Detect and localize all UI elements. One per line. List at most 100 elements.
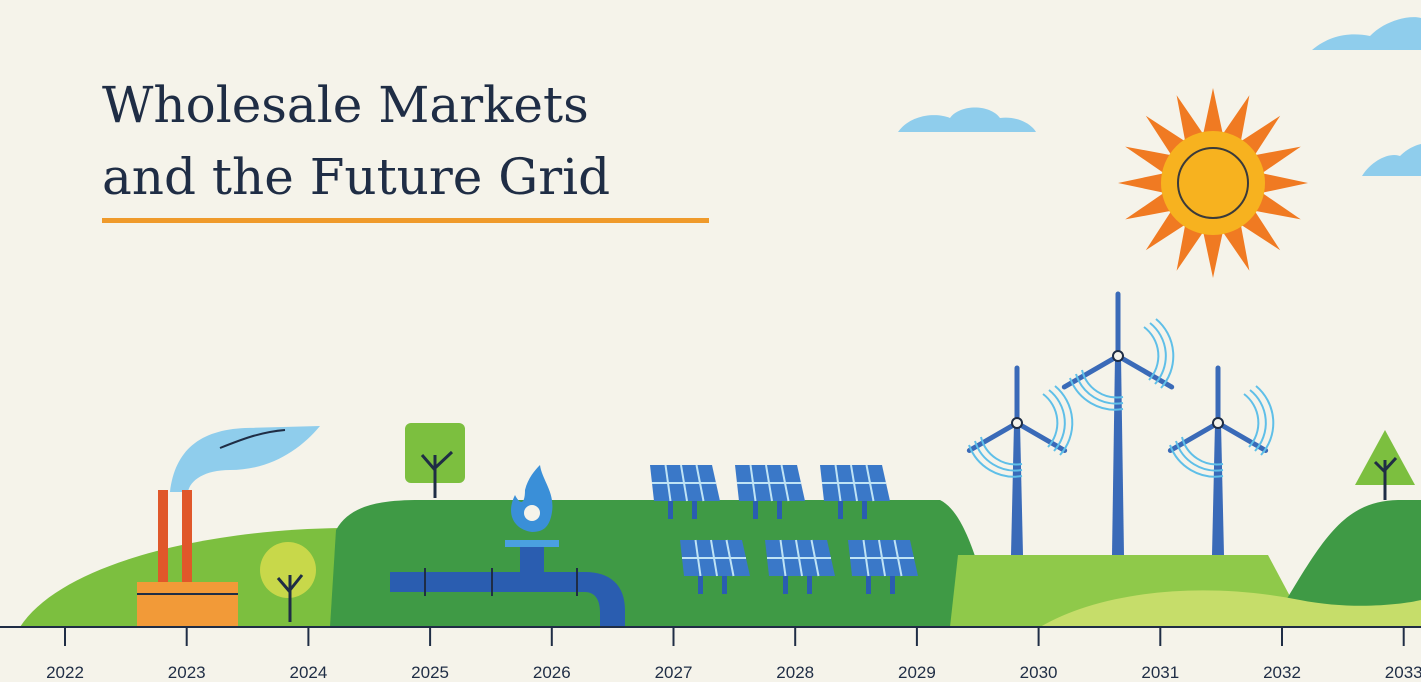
tree-crown: [405, 423, 465, 483]
valve: [520, 545, 544, 573]
solar-panel: [650, 464, 720, 519]
meadow: [1040, 590, 1421, 627]
wind-arc: [1175, 440, 1224, 472]
wind-arc: [974, 440, 1023, 472]
panel-leg: [698, 574, 703, 594]
tree-trunk: [276, 574, 304, 622]
wind-arc: [1155, 318, 1175, 389]
turbine-blade: [1014, 420, 1068, 453]
tree-crown: [1355, 430, 1415, 485]
panel-leg: [807, 574, 812, 594]
timeline-year: 2032: [1263, 663, 1301, 682]
smoke: [170, 426, 320, 492]
panel-leg: [862, 499, 867, 519]
sun-ring: [1177, 147, 1249, 219]
turbine-tower: [1212, 423, 1224, 555]
sun: [1118, 88, 1308, 278]
timeline-year: 2030: [1020, 663, 1058, 682]
wind-arc: [1255, 385, 1275, 456]
wind-arc: [1149, 322, 1167, 385]
panel-leg: [722, 574, 727, 594]
turbine-blade: [1115, 353, 1175, 390]
panel-leg: [777, 499, 782, 519]
wind-arc: [1143, 326, 1160, 381]
turbine-hub: [1112, 350, 1124, 362]
solar-panel: [735, 464, 805, 519]
wind-farm: [966, 291, 1275, 555]
turbine-tower: [1112, 356, 1124, 555]
title-line: and the Future Grid: [102, 148, 610, 206]
chimney: [182, 490, 192, 585]
solar-panel: [848, 539, 918, 594]
tree-crown: [260, 542, 316, 598]
tree: [1355, 430, 1415, 500]
solar-panel: [820, 464, 890, 519]
wind-arc: [1249, 389, 1267, 452]
wind-turbine: [1167, 365, 1275, 555]
wind-arc: [1042, 393, 1059, 448]
valve-handle: [505, 540, 559, 547]
flame: [511, 465, 553, 532]
timeline: 2022 2023 2024 2025 2026 2027 2028 2029 2030 2031…: [46, 627, 1421, 682]
wind-arc: [980, 436, 1023, 466]
panel-leg: [753, 499, 758, 519]
solar-panel: [680, 539, 750, 594]
wind-arc: [1048, 389, 1066, 452]
panel-leg: [668, 499, 673, 519]
wind-turbine: [1061, 291, 1175, 555]
panel-leg: [890, 574, 895, 594]
timeline-year: 2023: [168, 663, 206, 682]
smoke-line: [219, 429, 286, 449]
panel-leg: [866, 574, 871, 594]
panel-leg: [838, 499, 843, 519]
turbine-hub: [1011, 417, 1023, 429]
tree: [405, 423, 465, 498]
wind-arc: [1169, 444, 1224, 478]
cloud: [898, 107, 1036, 132]
wind-arc: [1069, 377, 1124, 411]
title-line: Wholesale Markets: [102, 76, 589, 134]
wind-arc: [968, 444, 1023, 478]
wind-arc: [1081, 369, 1124, 399]
timeline-year: 2028: [776, 663, 814, 682]
timeline-year: 2033: [1385, 663, 1421, 682]
wind-arc: [1054, 385, 1074, 456]
timeline-year: 2026: [533, 663, 571, 682]
sun-disc: [1161, 131, 1265, 235]
timeline-year: 2027: [655, 663, 693, 682]
hill: [1270, 500, 1421, 627]
panel-leg: [783, 574, 788, 594]
flame-core: [524, 505, 540, 521]
tree-trunk: [1373, 456, 1398, 500]
turbine-blade: [1215, 420, 1269, 453]
timeline-year: 2025: [411, 663, 449, 682]
timeline-year: 2031: [1141, 663, 1179, 682]
panel-leg: [692, 499, 697, 519]
wind-turbine: [966, 365, 1074, 555]
hill: [330, 500, 995, 627]
title-underline: [102, 218, 709, 223]
solar-farm: [650, 464, 918, 594]
pipeline: [390, 465, 625, 627]
wind-arc: [1075, 373, 1124, 405]
chimney: [158, 490, 168, 585]
pipe: [390, 572, 625, 627]
timeline-year: 2022: [46, 663, 84, 682]
clouds: [898, 17, 1421, 176]
tree: [260, 542, 316, 622]
factory: [137, 426, 320, 626]
timeline-year: 2024: [289, 663, 327, 682]
cloud: [1312, 17, 1421, 51]
timeline-year: 2029: [898, 663, 936, 682]
cloud: [1362, 144, 1421, 176]
solar-panel: [765, 539, 835, 594]
turbine-hub: [1212, 417, 1224, 429]
turbine-tower: [1011, 423, 1023, 555]
tree-trunk: [420, 450, 454, 498]
wind-arc: [1181, 436, 1224, 466]
factory-building: [137, 582, 238, 626]
turbine-blade: [1061, 353, 1121, 390]
wind-arc: [1243, 393, 1260, 448]
